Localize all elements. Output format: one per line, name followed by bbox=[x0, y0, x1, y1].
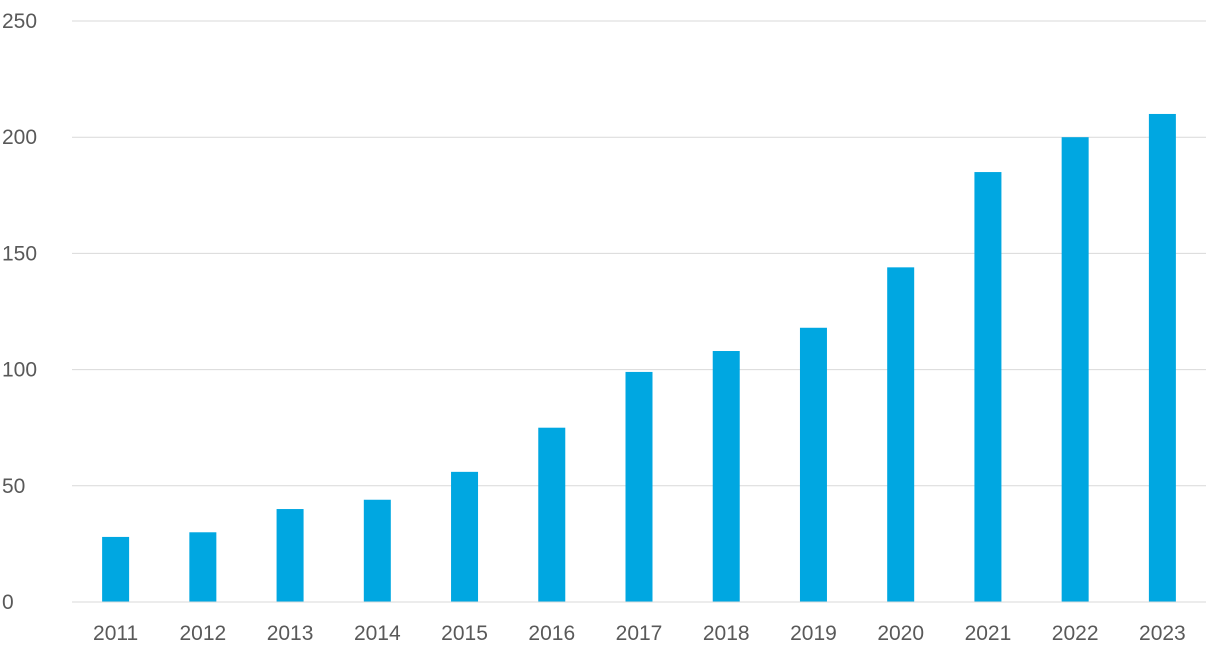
bar-2023 bbox=[1148, 113, 1176, 603]
x-tick-label: 2018 bbox=[703, 622, 750, 645]
gridlines bbox=[72, 20, 1206, 487]
bar-2011 bbox=[102, 536, 130, 602]
x-tick-label: 2014 bbox=[354, 622, 401, 645]
x-tick-label: 2013 bbox=[267, 622, 314, 645]
x-tick-label: 2016 bbox=[528, 622, 575, 645]
x-tick-label: 2011 bbox=[93, 622, 138, 645]
bar-series bbox=[102, 113, 1176, 603]
x-tick-label: 2022 bbox=[1052, 622, 1099, 645]
bar-2021 bbox=[974, 172, 1002, 602]
y-tick-label: 150 bbox=[2, 242, 37, 265]
bar-2016 bbox=[538, 427, 566, 602]
y-tick-label: 0 bbox=[2, 591, 14, 614]
bar-2018 bbox=[712, 351, 740, 602]
x-tick-label: 2023 bbox=[1139, 622, 1186, 645]
bar-2013 bbox=[276, 509, 304, 602]
x-tick-label: 2021 bbox=[965, 622, 1012, 645]
x-tick-label: 2019 bbox=[790, 622, 837, 645]
y-tick-label: 250 bbox=[2, 10, 37, 33]
bar-2022 bbox=[1061, 137, 1089, 602]
bar-2012 bbox=[189, 532, 217, 602]
x-axis: 2011 2012 2013 2014 2015 2016 2017 2018 2019 2020… bbox=[93, 622, 1186, 645]
x-tick-label: 2020 bbox=[877, 622, 924, 645]
y-tick-label: 100 bbox=[2, 359, 37, 382]
bar-2020 bbox=[887, 267, 915, 602]
bar-2017 bbox=[625, 371, 653, 602]
bar-2014 bbox=[363, 499, 391, 602]
x-tick-label: 2012 bbox=[179, 622, 226, 645]
y-axis: 0 50 100 150 200 250 bbox=[2, 10, 37, 614]
x-tick-label: 2017 bbox=[616, 622, 663, 645]
x-tick-label: 2015 bbox=[441, 622, 488, 645]
bar-2015 bbox=[451, 471, 479, 602]
bar-2019 bbox=[799, 327, 827, 602]
y-tick-label: 50 bbox=[2, 475, 25, 498]
y-tick-label: 200 bbox=[2, 126, 37, 149]
